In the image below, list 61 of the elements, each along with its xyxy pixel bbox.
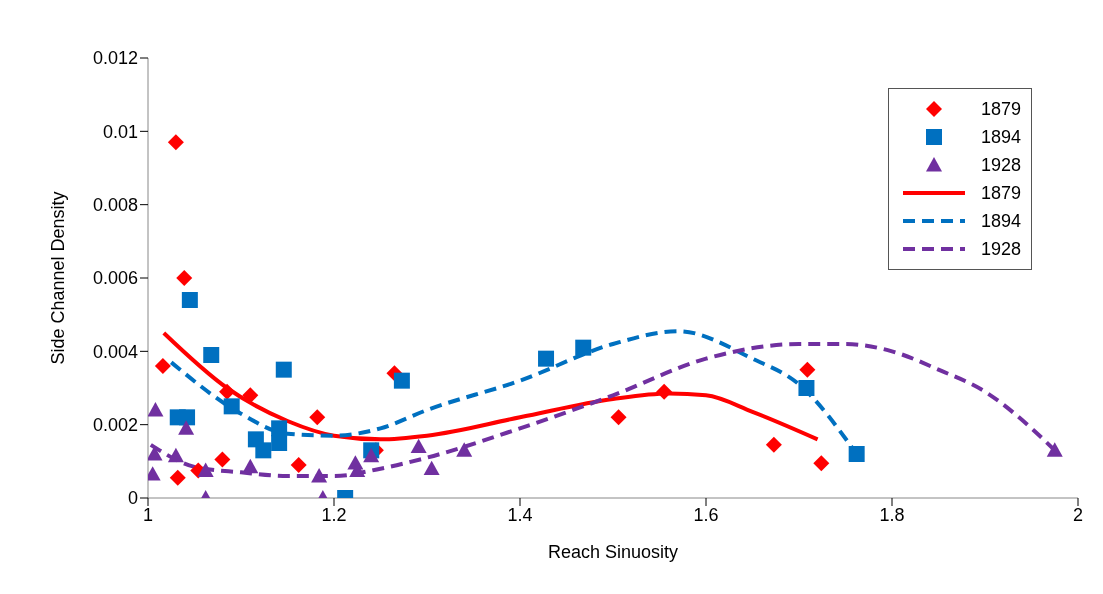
point [148,446,163,461]
line-series [161,331,820,442]
point [656,383,673,400]
x-axis-title: Reach Sinuosity [547,542,679,562]
legend-label: 1879 [981,182,1022,204]
point [255,442,272,459]
legend-label: 1879 [981,98,1022,120]
point [223,398,240,415]
point [179,409,196,426]
y-tick-label: 0.008 [92,195,138,216]
point [197,462,214,477]
point [154,358,171,374]
y-tick-label: 0.01 [102,121,138,142]
x-tick-label: 1.6 [693,504,719,525]
point [176,270,193,286]
y-tick-label: 0.002 [92,415,138,436]
point [848,446,865,462]
point [148,402,164,417]
point [203,347,220,363]
point [167,447,184,463]
point [311,468,328,483]
point [242,458,259,474]
point [271,420,288,437]
point [271,435,288,451]
point [423,460,440,476]
point [410,438,427,454]
x-tick-label: 1.8 [879,504,905,525]
point [178,420,195,435]
legend-label: 1928 [981,238,1022,260]
point [538,350,555,367]
point [181,292,198,308]
point [242,387,259,404]
point [575,339,592,356]
y-tick-label: 0 [127,488,138,509]
legend-label: 1894 [981,210,1022,232]
point [214,451,231,468]
point [363,447,380,463]
legend-label: 1928 [981,154,1022,176]
x-tick-label: 1 [142,504,154,525]
point [219,383,236,400]
point [290,457,307,473]
point [393,372,410,389]
point [309,409,326,426]
point [813,455,830,472]
x-tick-label: 1.4 [507,504,533,525]
point [765,436,782,453]
point [456,442,473,457]
point [275,361,292,378]
point [799,361,816,378]
point [1046,442,1063,457]
point [167,134,184,151]
point [610,409,627,426]
y-tick-label: 0.004 [92,341,138,362]
x-tick-label: 2 [1072,504,1084,525]
y-tick-label: 0.012 [92,48,138,69]
point [798,380,815,396]
x-tick-label: 1.2 [321,504,347,525]
y-tick-label: 0.006 [92,268,138,289]
point [169,469,186,486]
legend-label: 1894 [981,126,1022,148]
y-axis-title: Side Channel Density [48,191,69,365]
